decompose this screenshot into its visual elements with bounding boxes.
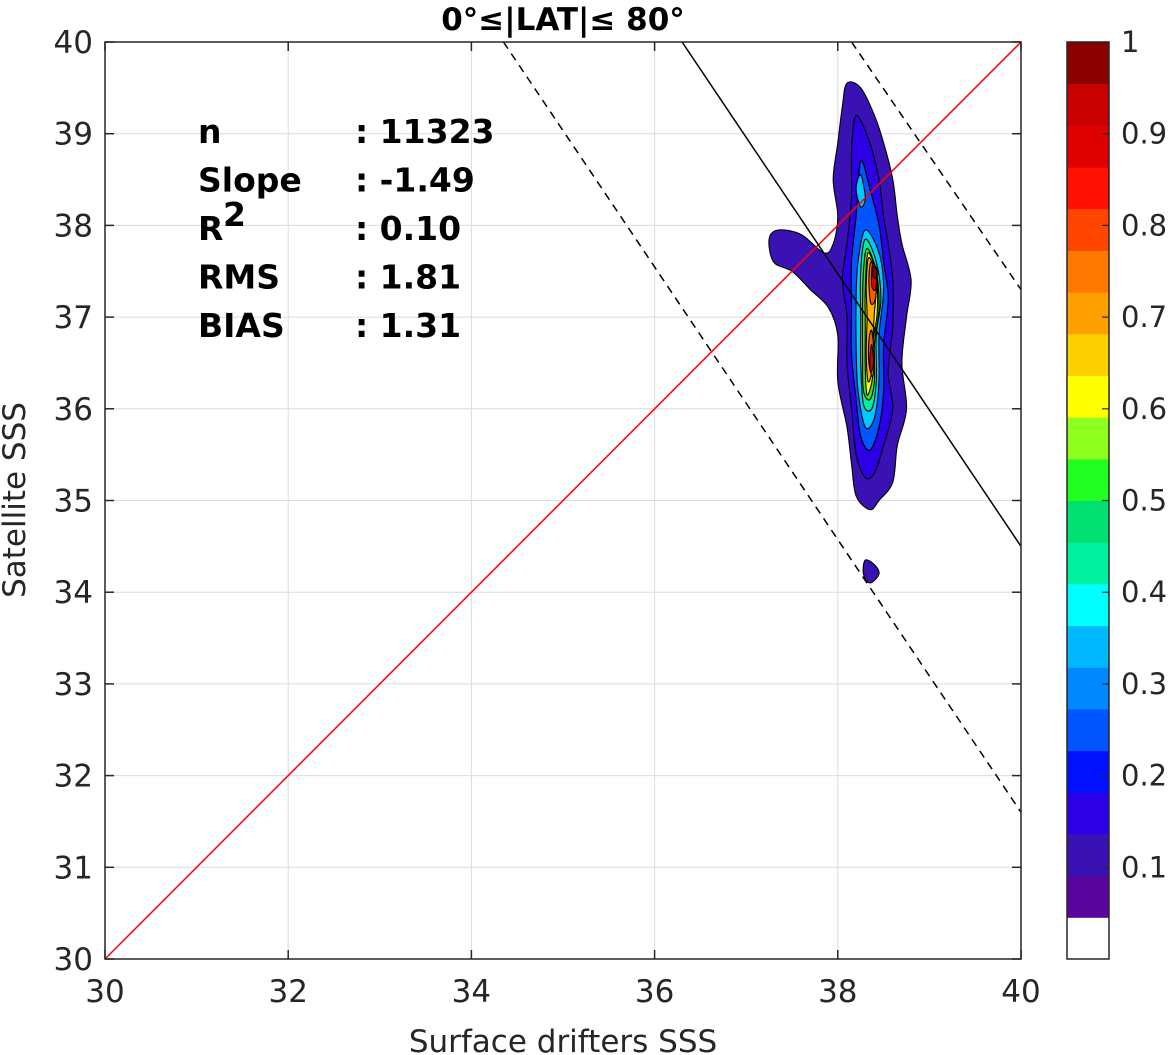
stat-label: RMS [198, 258, 280, 297]
stat-label: n [198, 112, 222, 151]
colorbar-tick-label: 0.7 [1121, 300, 1167, 334]
y-tick-label: 37 [54, 300, 93, 336]
stat-label-superscript: 2 [223, 195, 246, 234]
regression-lower-bound [502, 41, 1022, 813]
colorbar-segment [1067, 250, 1109, 293]
x-axis-label: Surface drifters SSS [409, 1024, 717, 1055]
density-contours [768, 81, 912, 584]
stat-label: Slope [198, 161, 302, 200]
colorbar-segment [1067, 667, 1109, 710]
colorbar-tick-label: 0.9 [1121, 117, 1167, 151]
colorbar-segment [1067, 583, 1109, 627]
y-tick-label: 34 [54, 575, 93, 611]
x-tick-label: 34 [452, 974, 491, 1010]
stat-value: : -1.49 [355, 161, 475, 200]
stat-value: : 11323 [355, 112, 495, 151]
colorbar-segment [1067, 542, 1109, 585]
y-axis-ticks: 30 31 32 33 34 35 36 37 38 39 40 [54, 25, 1021, 978]
chart-title: 0°≤|LAT|≤ 80° [441, 2, 685, 38]
contour-level-0.95 [871, 266, 878, 280]
y-tick-label: 39 [54, 117, 93, 153]
stat-label: BIAS [198, 306, 285, 345]
colorbar-tick-label: 0.3 [1121, 667, 1167, 701]
colorbar-segment [1067, 417, 1109, 460]
contour-level-0.05 [862, 559, 880, 584]
colorbar-segment [1067, 208, 1109, 251]
x-tick-label: 38 [818, 974, 857, 1010]
colorbar-segment [1067, 125, 1109, 168]
reference-lines [104, 41, 1022, 960]
colorbar-segment [1067, 458, 1109, 501]
colorbar-tick-label: 0.6 [1121, 392, 1167, 426]
colorbar-tick-label: 0.4 [1121, 575, 1167, 609]
colorbar-segment [1067, 292, 1109, 335]
colorbar-tick-label: 0.2 [1121, 759, 1167, 793]
x-tick-label: 40 [1001, 974, 1040, 1010]
y-tick-label: 38 [54, 208, 93, 244]
y-tick-label: 33 [54, 667, 93, 703]
y-tick-label: 35 [54, 484, 93, 520]
colorbar-segment [1067, 333, 1109, 376]
x-axis-ticks: 30 32 34 36 38 40 [85, 42, 1041, 1010]
colorbar-segment [1067, 375, 1109, 418]
regression-line [681, 41, 1022, 547]
colorbar-segment [1067, 875, 1109, 918]
y-tick-label: 40 [54, 25, 93, 61]
colorbar-segment [1067, 833, 1109, 877]
colorbar-segment [1067, 625, 1109, 668]
stat-value: : 1.31 [355, 306, 461, 345]
stats-box: n : 11323 Slope : -1.49 R 2 : 0.10 RMS : 1.81 BIA… [198, 112, 495, 345]
stat-value: : 0.10 [355, 209, 461, 248]
colorbar-segment [1067, 42, 1109, 85]
y-tick-label: 32 [54, 759, 93, 795]
colorbar-segment [1067, 792, 1109, 835]
colorbar-tick-label: 0.5 [1121, 484, 1167, 518]
x-tick-label: 36 [635, 974, 674, 1010]
colorbar: 1 0.9 0.8 0.7 0.6 0.5 0.4 0.3 0.2 0.1 [1066, 25, 1167, 960]
y-tick-label: 36 [54, 392, 93, 428]
colorbar-segment [1067, 917, 1109, 960]
y-axis-label: Satellite SSS [0, 402, 33, 598]
one-to-one-line [104, 41, 1022, 960]
x-tick-label: 32 [268, 974, 307, 1010]
x-tick-label: 30 [85, 974, 124, 1010]
stat-label: R [198, 209, 223, 248]
colorbar-tick-label: 0.1 [1121, 850, 1167, 884]
contour-level-0.9 [869, 344, 875, 373]
colorbar-segment [1067, 708, 1109, 752]
stat-value: : 1.81 [355, 258, 461, 297]
y-tick-label: 31 [54, 850, 93, 886]
colorbar-segment [1067, 750, 1109, 793]
colorbar-tick-label: 1 [1121, 25, 1139, 59]
colorbar-segment [1067, 500, 1109, 543]
colorbar-segment [1067, 83, 1109, 126]
y-tick-label: 30 [54, 942, 93, 978]
colorbar-segment [1067, 167, 1109, 210]
colorbar-tick-label: 0.8 [1121, 208, 1167, 242]
